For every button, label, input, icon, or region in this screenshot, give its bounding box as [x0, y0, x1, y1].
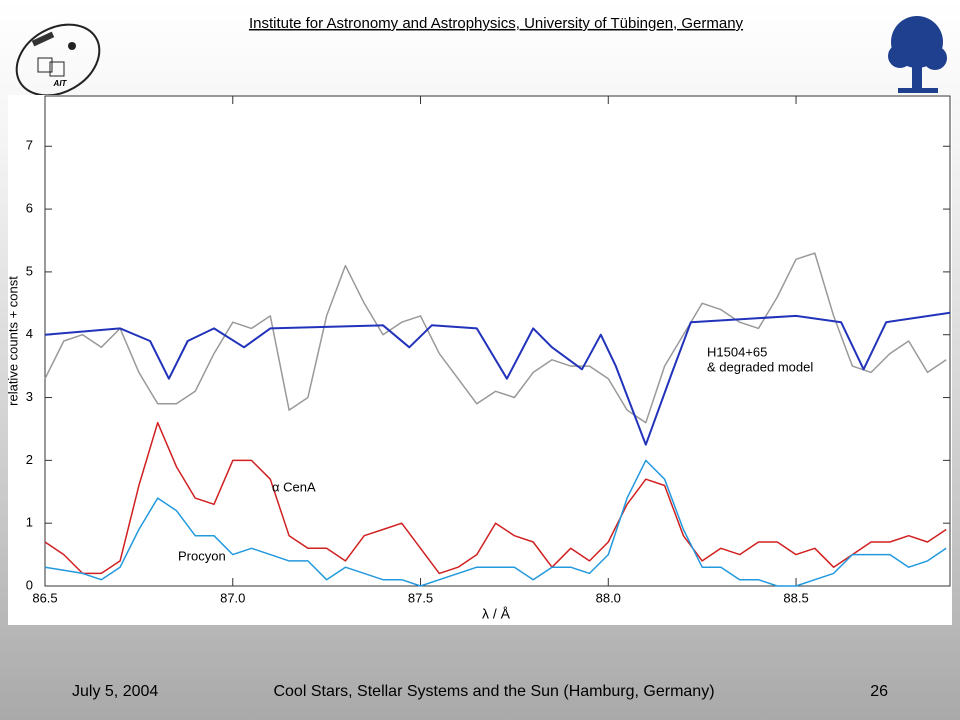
y-tick-label: 0: [26, 577, 33, 592]
tree-logo: [888, 16, 947, 93]
x-tick-label: 87.0: [220, 590, 245, 605]
x-tick-label: 86.5: [32, 590, 57, 605]
footer-date: July 5, 2004: [72, 683, 158, 700]
series-line: [44, 421, 947, 575]
plot-panel: [8, 95, 952, 625]
y-tick-label: 3: [26, 389, 33, 404]
logo-text: AIT: [53, 79, 68, 88]
series-line: [44, 311, 951, 446]
annotation: Procyon: [178, 548, 226, 563]
x-tick-label: 88.0: [596, 590, 621, 605]
y-tick-label: 1: [26, 515, 33, 530]
header-title: Institute for Astronomy and Astrophysics…: [249, 15, 744, 32]
y-tick-label: 2: [26, 452, 33, 467]
y-axis-label: relative counts + const: [5, 276, 20, 406]
x-tick-label: 88.5: [783, 590, 808, 605]
annotation: α CenA: [272, 479, 316, 494]
y-tick-label: 4: [26, 326, 33, 341]
y-tick-label: 7: [26, 138, 33, 153]
footer-page: 26: [870, 683, 888, 700]
series-line: [44, 459, 947, 587]
y-tick-label: 5: [26, 263, 33, 278]
annotation: H1504+65: [707, 344, 767, 359]
x-tick-label: 87.5: [408, 590, 433, 605]
plot-frame: [44, 95, 951, 587]
y-tick-label: 6: [26, 201, 33, 216]
series-line: [44, 252, 947, 424]
ait-logo: AIT: [15, 23, 101, 97]
footer-event: Cool Stars, Stellar Systems and the Sun …: [273, 683, 714, 700]
annotation: & degraded model: [707, 359, 813, 374]
x-axis-label: λ / Å: [482, 606, 511, 622]
